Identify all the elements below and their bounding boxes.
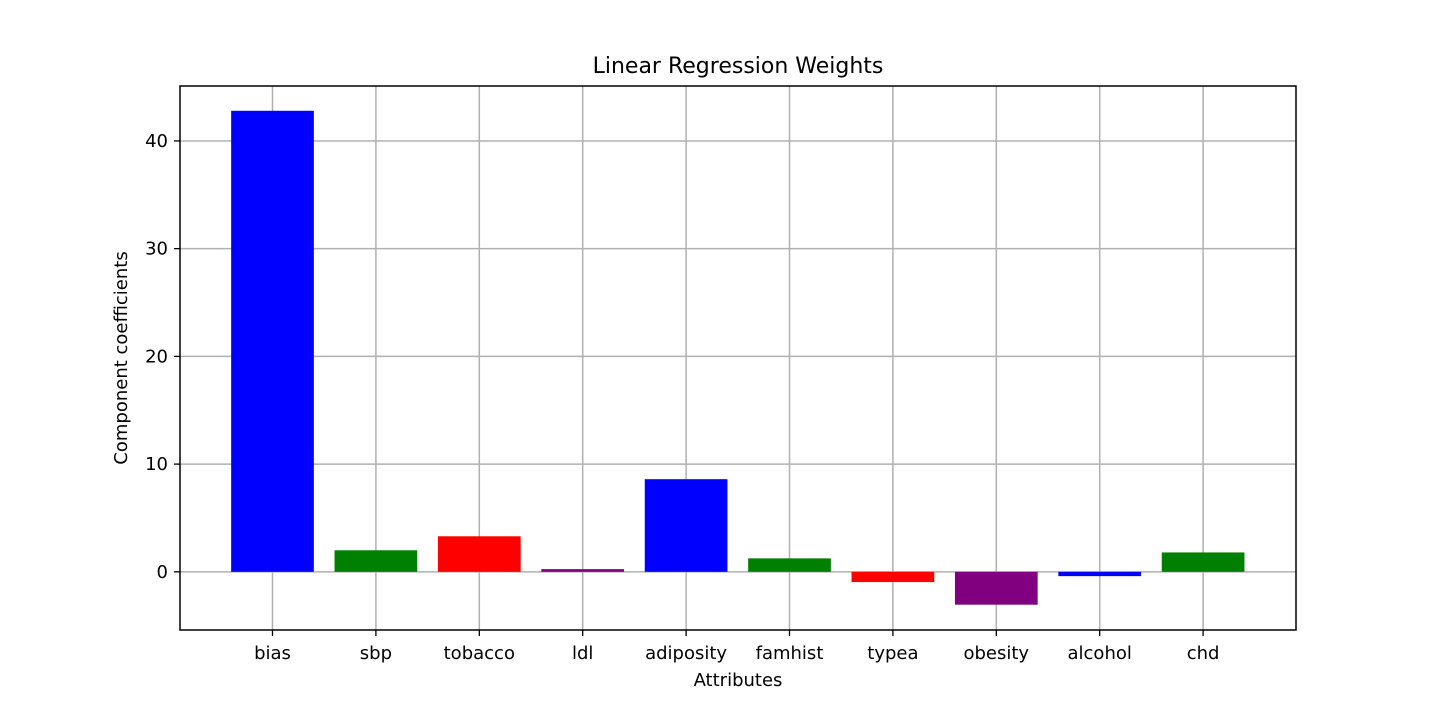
y-tick-label: 30 bbox=[145, 239, 168, 260]
x-tick-label: typea bbox=[867, 643, 918, 664]
bar-typea bbox=[851, 571, 935, 583]
axis-ticks: 0 10 20 30 40 bias sbp tobacco ldl adiposity famhi… bbox=[145, 131, 1219, 664]
bar-chd bbox=[1161, 552, 1245, 572]
plot-frame bbox=[179, 85, 1297, 631]
x-tick-label: obesity bbox=[963, 643, 1029, 664]
bar-bias bbox=[231, 110, 314, 572]
x-axis-label: Attributes bbox=[694, 670, 783, 691]
y-axis-label: Component coefficients bbox=[111, 251, 132, 464]
x-tick-label: ldl bbox=[572, 643, 593, 664]
x-tick-label: famhist bbox=[756, 643, 824, 664]
bar-ldl bbox=[541, 569, 625, 572]
x-tick-label: bias bbox=[254, 643, 291, 664]
chart-title: Linear Regression Weights bbox=[593, 54, 884, 79]
x-tick-label: chd bbox=[1187, 643, 1220, 664]
bar-obesity bbox=[954, 571, 1038, 605]
bar-adiposity bbox=[644, 479, 728, 572]
bar-sbp bbox=[334, 550, 418, 572]
bars bbox=[231, 110, 1245, 605]
y-tick-label: 20 bbox=[145, 346, 168, 367]
bar-famhist bbox=[748, 558, 831, 572]
bar-alcohol bbox=[1058, 571, 1142, 577]
y-tick-label: 10 bbox=[145, 454, 168, 475]
x-tick-label: tobacco bbox=[444, 643, 515, 664]
y-tick-label: 40 bbox=[145, 131, 168, 152]
y-tick-label: 0 bbox=[157, 562, 168, 583]
x-tick-label: alcohol bbox=[1068, 643, 1132, 664]
x-tick-label: adiposity bbox=[645, 643, 727, 664]
x-tick-label: sbp bbox=[360, 643, 392, 664]
bar-tobacco bbox=[437, 536, 521, 572]
